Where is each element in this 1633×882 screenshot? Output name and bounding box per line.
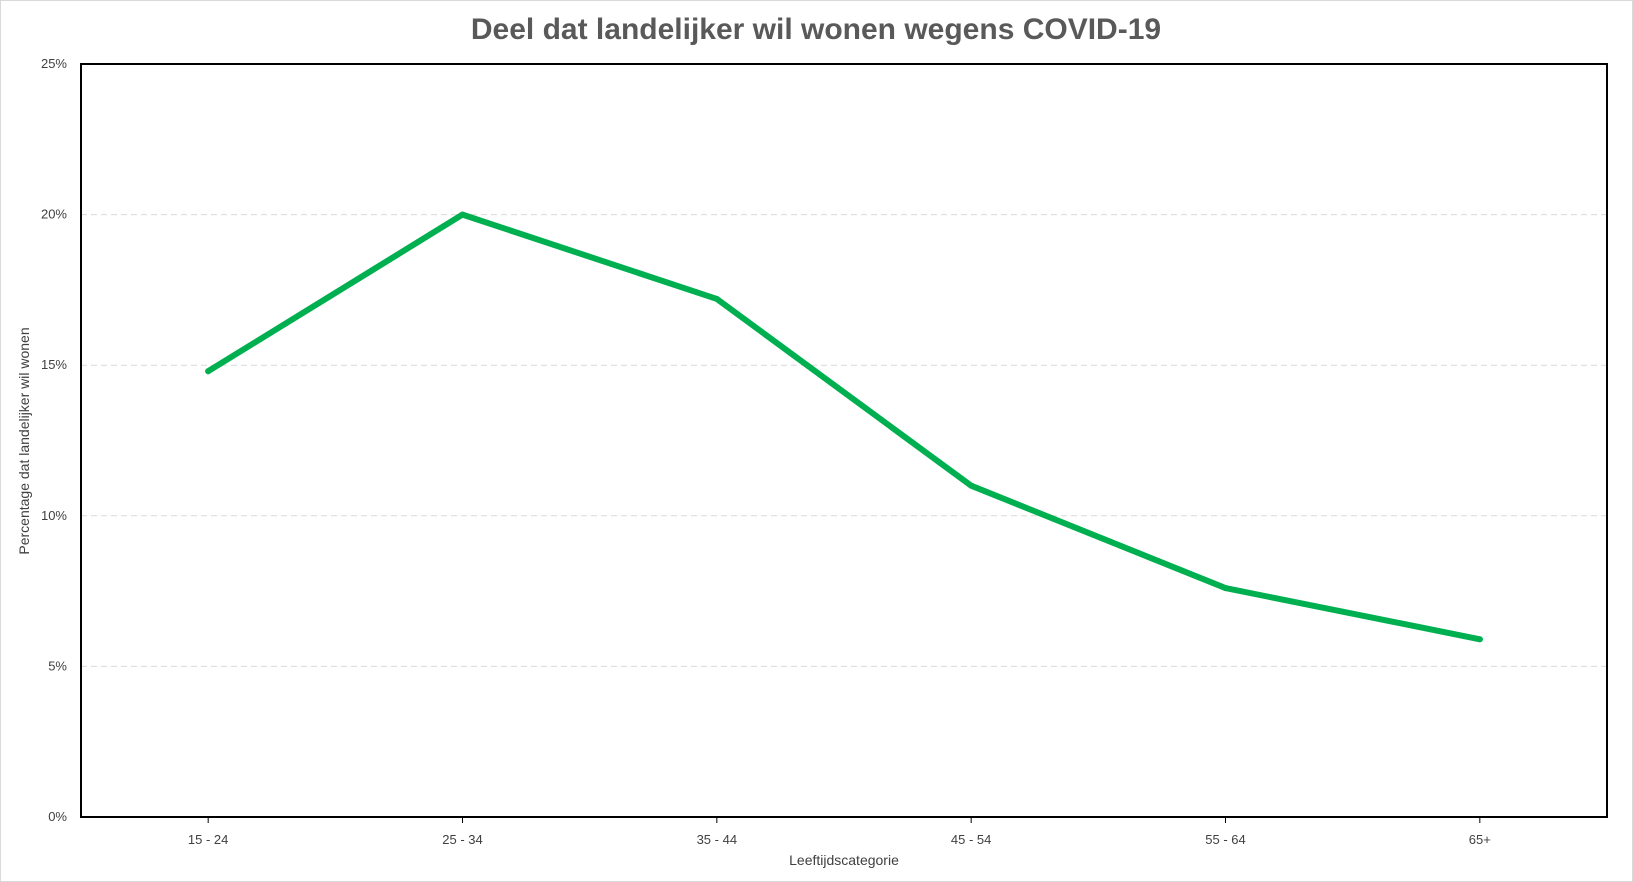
x-tick-label: 55 - 64	[1205, 832, 1245, 847]
x-tick-label: 25 - 34	[442, 832, 482, 847]
y-tick-label: 15%	[41, 357, 67, 372]
chart-title: Deel dat landelijker wil wonen wegens CO…	[471, 13, 1161, 46]
plot-area	[80, 63, 1608, 818]
y-tick-label: 0%	[48, 809, 67, 824]
x-axis-label: Leeftijdscategorie	[789, 852, 899, 868]
data-point	[205, 368, 212, 375]
x-tick-label: 15 - 24	[188, 832, 228, 847]
data-point	[1222, 585, 1229, 592]
x-tick-label: 35 - 44	[697, 832, 737, 847]
data-point	[713, 295, 720, 302]
series-layer	[205, 211, 1483, 643]
y-tick-label: 5%	[48, 658, 67, 673]
y-tick-label: 20%	[41, 207, 67, 222]
x-tick-label: 65+	[1469, 832, 1491, 847]
series-line	[205, 211, 1483, 643]
data-point	[459, 211, 466, 218]
data-point	[968, 482, 975, 489]
data-point	[1476, 636, 1483, 643]
gridlines	[81, 214, 1607, 667]
y-tick-label: 10%	[41, 508, 67, 523]
y-axis-ticks: 0% 5% 10% 15% 20% 25%	[41, 56, 67, 824]
y-tick-label: 25%	[41, 56, 67, 71]
y-axis-label: Percentage dat landelijker wil wonen	[16, 327, 32, 554]
x-tick-label: 45 - 54	[951, 832, 991, 847]
x-axis-ticks: 15 - 24 25 - 34 35 - 44 45 - 54 55 - 64 65+	[188, 817, 1491, 847]
